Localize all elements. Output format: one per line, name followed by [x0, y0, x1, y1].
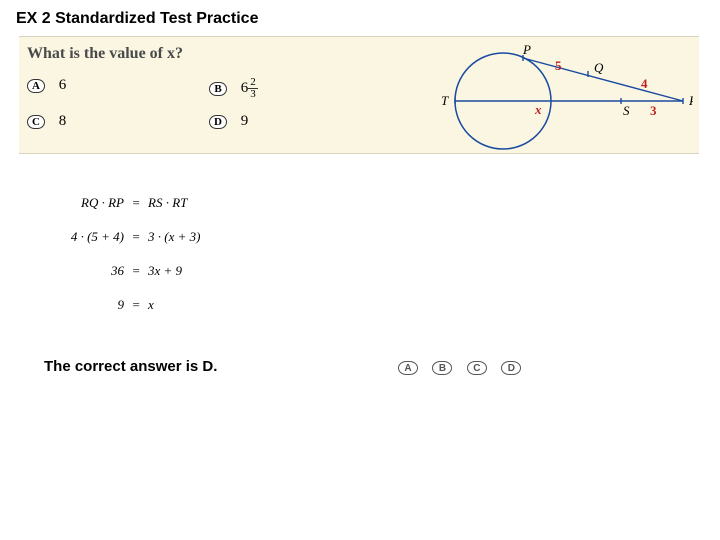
conclusion-text: The correct answer is D. [44, 358, 217, 375]
geometry-diagram: P Q R S T 5 4 x 3 [403, 41, 693, 151]
choice-value: 8 [59, 113, 67, 129]
svg-text:P: P [522, 42, 531, 57]
answer-oval-d[interactable]: D [501, 361, 521, 375]
answer-oval-b[interactable]: B [432, 361, 452, 375]
equation-line: 9=x [24, 288, 200, 322]
choice-a[interactable]: A 6 [27, 77, 66, 94]
choice-value: 6 [59, 77, 67, 93]
svg-text:T: T [441, 93, 449, 108]
svg-text:S: S [623, 103, 630, 118]
choice-fraction: 23 [248, 77, 258, 100]
svg-text:R: R [688, 93, 693, 108]
page-title: EX 2 Standardized Test Practice [16, 10, 258, 28]
svg-text:5: 5 [555, 58, 562, 73]
choice-letter: C [27, 115, 45, 129]
svg-text:3: 3 [650, 103, 657, 118]
svg-text:Q: Q [594, 60, 604, 75]
equation-line: 4 · (5 + 4)=3 · (x + 3) [24, 220, 200, 254]
choice-d[interactable]: D 9 [209, 113, 248, 130]
choice-c[interactable]: C 8 [27, 113, 66, 130]
answer-ovals: A B C D [398, 358, 531, 376]
equation-line: RQ · RP=RS · RT [24, 186, 200, 220]
choice-letter: A [27, 79, 45, 93]
answer-oval-a[interactable]: A [398, 361, 418, 375]
equation-line: 36=3x + 9 [24, 254, 200, 288]
choice-letter: B [209, 82, 227, 96]
svg-text:x: x [534, 102, 542, 117]
choice-value: 9 [241, 113, 249, 129]
svg-text:4: 4 [641, 76, 648, 91]
answer-oval-c[interactable]: C [467, 361, 487, 375]
choice-letter: D [209, 115, 227, 129]
choice-b[interactable]: B 623 [209, 77, 258, 100]
problem-prompt: What is the value of x? [27, 45, 183, 63]
problem-box: What is the value of x? A 6 B 623 C 8 D … [19, 36, 699, 154]
solution-steps: RQ · RP=RS · RT 4 · (5 + 4)=3 · (x + 3) … [24, 186, 200, 322]
choice-value-whole: 6 [241, 80, 249, 96]
